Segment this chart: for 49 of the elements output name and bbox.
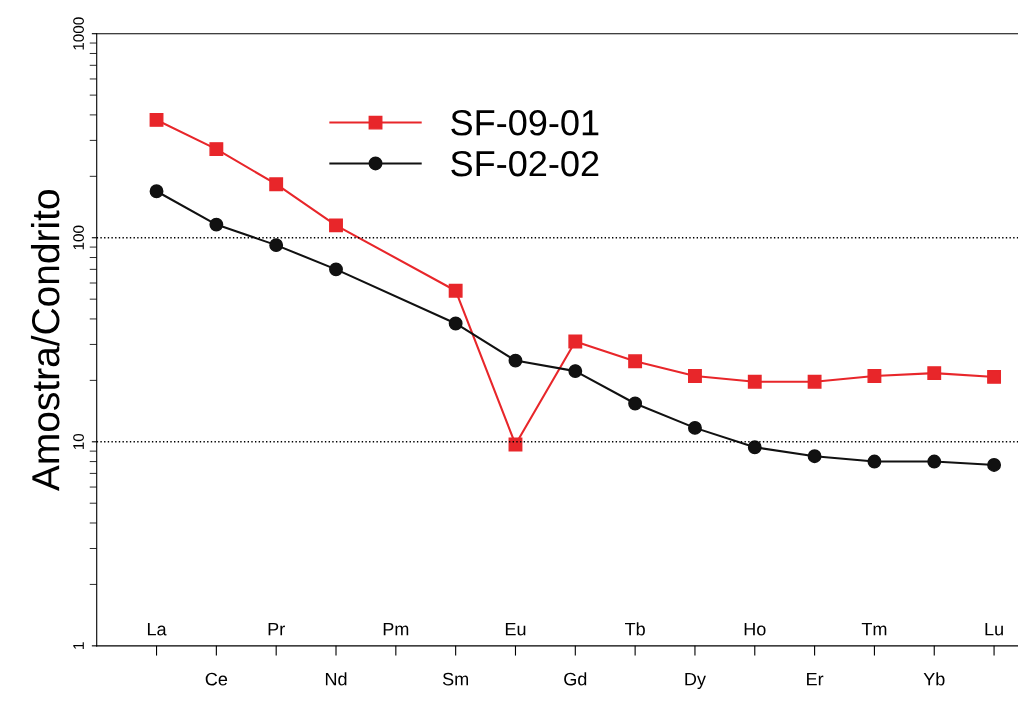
point (867, 454, 882, 469)
point (747, 374, 762, 389)
x-tick-label: La (147, 622, 167, 636)
x-tick-label: Nd (325, 672, 347, 686)
legend-label: SF-09-01 (451, 110, 599, 136)
x-tick-label: Ho (744, 622, 766, 636)
y-tick-label: 10 (73, 433, 84, 450)
point (269, 238, 284, 253)
x-tick-label: Pm (383, 622, 409, 636)
point (209, 217, 224, 232)
x-tick-label: Gd (564, 672, 587, 686)
point (329, 218, 343, 233)
x-tick-label: Yb (923, 672, 945, 686)
point (987, 458, 1002, 472)
legend-label: SF-02-02 (451, 150, 599, 177)
point (568, 364, 583, 379)
point (448, 316, 463, 331)
point (568, 334, 583, 349)
x-tick-label: Sm (442, 672, 468, 686)
x-tick-label: Tm (861, 622, 887, 636)
point (448, 283, 463, 298)
point (508, 353, 523, 368)
x-tick-label: Tb (625, 622, 645, 636)
point (329, 262, 343, 277)
point (867, 369, 882, 383)
y-tick-label: 1 (73, 642, 84, 649)
point (927, 454, 942, 469)
point (628, 396, 643, 411)
point (628, 354, 643, 369)
point (807, 374, 822, 389)
y-axis-title: Amostra/Condrito (30, 190, 60, 491)
point (747, 440, 762, 455)
x-tick-label: Ce (205, 672, 228, 686)
point (209, 142, 224, 157)
y-tick-label: 1000 (73, 17, 84, 50)
x-tick-label: Er (807, 672, 824, 686)
x-tick-label: Dy (685, 672, 706, 690)
point (688, 420, 702, 435)
x-tick-label: Pr (268, 622, 285, 636)
point (149, 184, 164, 199)
y-tick-label: 100 (73, 225, 84, 250)
point (987, 369, 1002, 384)
point (807, 449, 822, 464)
point (688, 369, 702, 383)
x-tick-label: Eu (505, 622, 526, 636)
point (269, 177, 284, 192)
point (149, 112, 164, 127)
point (927, 366, 942, 381)
x-tick-label: Lu (985, 622, 1003, 636)
